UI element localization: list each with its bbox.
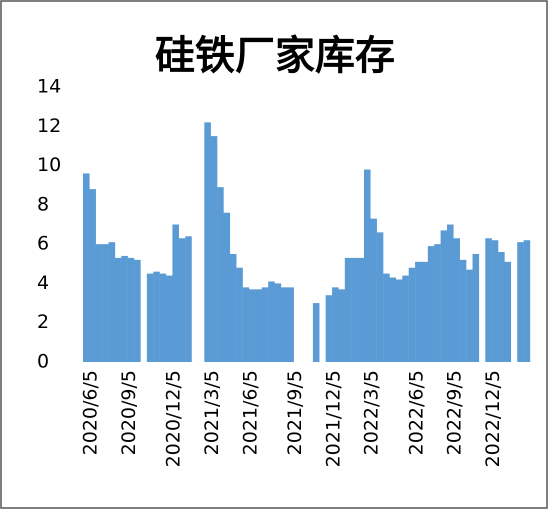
bar <box>166 275 173 362</box>
x-tick-label: 2020/9/5 <box>118 370 140 455</box>
bar <box>357 257 365 362</box>
bar <box>210 136 218 362</box>
bar <box>204 122 211 362</box>
bar <box>172 224 179 362</box>
bar <box>389 277 397 362</box>
bar <box>312 303 320 362</box>
y-tick-label: 0 <box>37 351 49 373</box>
bar <box>121 255 128 362</box>
y-tick-label: 8 <box>37 193 49 215</box>
bar <box>485 238 492 362</box>
bar <box>83 173 90 362</box>
bar <box>434 244 441 362</box>
bar <box>453 238 460 362</box>
bar <box>108 242 116 362</box>
bar <box>261 287 269 362</box>
bar <box>498 252 505 362</box>
bar <box>421 261 429 362</box>
bar <box>274 283 282 362</box>
bar <box>363 169 371 362</box>
bar <box>236 267 243 362</box>
bar <box>408 267 416 362</box>
bar <box>351 257 358 362</box>
bar <box>185 236 192 362</box>
bar <box>517 242 524 362</box>
bar <box>427 246 435 362</box>
bar <box>223 212 231 362</box>
bar <box>415 261 422 362</box>
bar <box>217 187 224 362</box>
bar <box>255 289 262 362</box>
bar <box>466 269 473 362</box>
y-tick-label: 10 <box>37 154 61 176</box>
bar <box>146 273 154 362</box>
bar <box>383 273 390 362</box>
bar <box>95 244 103 362</box>
bar <box>280 287 288 362</box>
bar <box>159 273 167 362</box>
bar <box>89 189 96 362</box>
bar <box>446 224 454 362</box>
bar <box>370 218 377 362</box>
bar <box>134 259 141 362</box>
bar <box>376 232 384 362</box>
bar <box>325 295 333 362</box>
bar <box>114 257 122 362</box>
bar <box>332 287 339 362</box>
bar <box>459 259 467 362</box>
bar <box>472 253 480 362</box>
bar <box>102 244 109 362</box>
x-tick-label: 2022/9/5 <box>444 370 466 455</box>
bar <box>395 279 403 362</box>
bar <box>178 238 186 362</box>
y-tick-label: 4 <box>37 272 49 294</box>
bar <box>338 289 346 362</box>
x-tick-label: 2021/3/5 <box>201 370 223 455</box>
x-tick-label: 2020/6/5 <box>80 370 102 455</box>
chart-title: 硅铁厂家库存 <box>155 33 395 79</box>
bar <box>287 287 294 362</box>
x-tick-label: 2021/12/5 <box>322 370 344 467</box>
x-tick-label: 2021/6/5 <box>239 370 261 455</box>
y-tick-label: 12 <box>37 115 61 137</box>
bar <box>127 257 135 362</box>
x-tick-label: 2022/3/5 <box>361 370 383 455</box>
bar <box>242 287 250 362</box>
bar <box>523 240 531 362</box>
bar <box>268 281 275 362</box>
bar <box>249 289 256 362</box>
bar <box>229 253 237 362</box>
y-tick-label: 14 <box>37 76 61 98</box>
bar <box>153 271 160 362</box>
x-tick-label: 2022/6/5 <box>405 370 427 455</box>
x-tick-label: 2021/9/5 <box>284 370 306 455</box>
bar <box>440 230 448 362</box>
bar <box>491 240 499 362</box>
x-tick-label: 2022/12/5 <box>482 370 504 467</box>
bar <box>402 275 409 362</box>
bar <box>504 261 512 362</box>
x-tick-label: 2020/12/5 <box>163 370 185 467</box>
y-tick-label: 2 <box>37 311 49 333</box>
y-tick-label: 6 <box>37 233 49 255</box>
bar <box>344 257 352 362</box>
